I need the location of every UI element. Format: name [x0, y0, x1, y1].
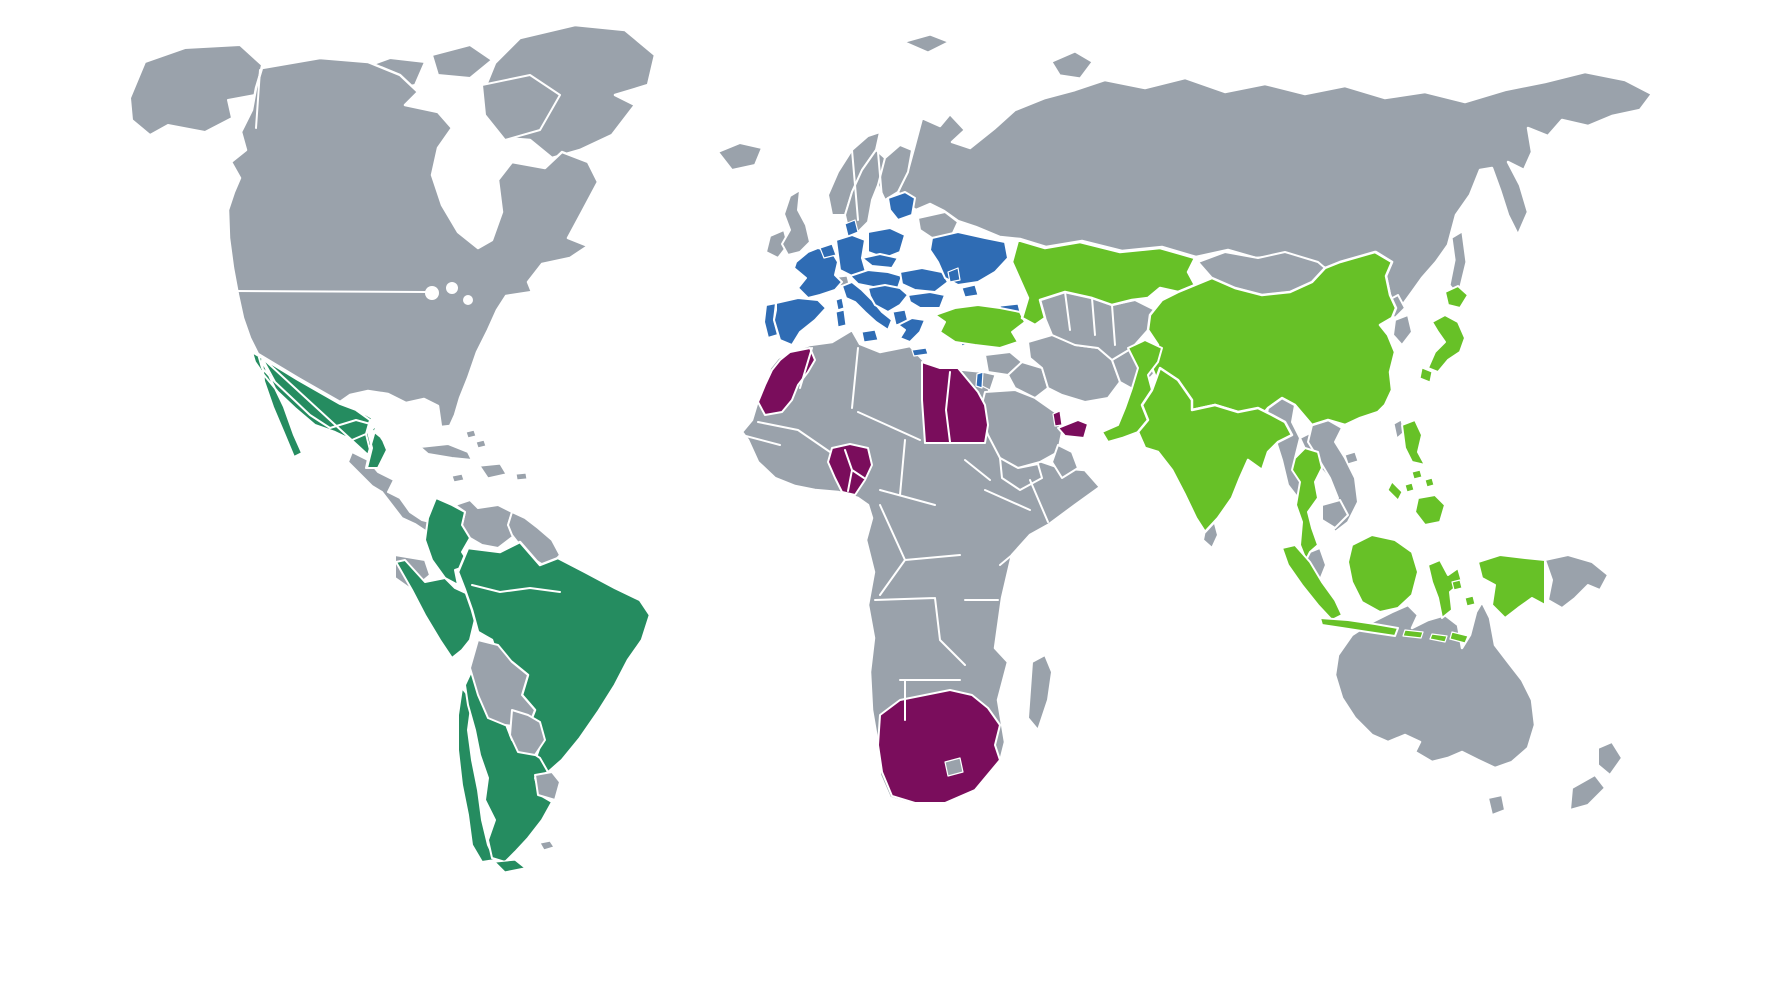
base-landmasses [129, 23, 1654, 851]
country-poland[interactable] [867, 227, 906, 259]
country-uae[interactable] [1057, 419, 1089, 439]
river-niger [844, 449, 865, 492]
country-jamaica [451, 473, 465, 483]
country-romania[interactable] [899, 267, 949, 293]
region-west-papua[interactable] [1477, 554, 1546, 619]
landmass-arctic-island-2 [431, 44, 493, 79]
country-alaska [129, 44, 263, 136]
island-sumatra[interactable] [1281, 544, 1343, 621]
country-israel[interactable] [975, 371, 984, 389]
country-new-zealand-south [1569, 774, 1606, 811]
island-tasmania [1487, 794, 1506, 816]
island-mindanao[interactable] [1414, 494, 1446, 526]
country-hispaniola [479, 463, 507, 479]
island-tierra-del-fuego[interactable] [494, 859, 526, 873]
country-oman [1051, 444, 1079, 479]
islands-lesser-sunda[interactable] [1402, 629, 1469, 644]
islands-visayas[interactable] [1404, 469, 1435, 493]
island-svalbard [904, 34, 949, 53]
landmass-baffin-island [481, 74, 561, 141]
map-detail-overlays [233, 69, 1116, 721]
country-new-zealand-north [1597, 741, 1623, 776]
region-balkans[interactable] [867, 284, 909, 313]
region-middle-east-africa [757, 347, 1089, 804]
country-uruguay [534, 771, 561, 801]
country-puerto-rico [515, 472, 528, 481]
country-chile[interactable] [457, 687, 496, 863]
country-morocco[interactable] [757, 347, 816, 416]
country-iceland [717, 142, 763, 171]
country-benelux[interactable] [819, 243, 837, 259]
country-austria-hungary[interactable] [849, 269, 903, 289]
islands-bahamas [465, 429, 487, 449]
country-thailand[interactable] [1291, 447, 1323, 561]
river-amazon [471, 584, 561, 593]
great-lake-superior [425, 286, 439, 300]
country-south-korea [1392, 314, 1413, 346]
border-alaska-canada [255, 69, 261, 129]
region-europe [763, 191, 1021, 389]
island-crete[interactable] [911, 347, 929, 357]
island-palawan[interactable] [1387, 481, 1403, 501]
country-madagascar [1027, 654, 1053, 731]
island-novaya-zemlya [1051, 51, 1093, 79]
landmass-russia [896, 70, 1654, 310]
island-hokkaido[interactable] [1444, 285, 1469, 309]
country-india[interactable] [1136, 366, 1294, 534]
country-finland [877, 144, 913, 201]
country-germany[interactable] [835, 234, 867, 277]
country-qatar[interactable] [1052, 410, 1063, 427]
borders-scandinavia [851, 149, 883, 221]
country-spain[interactable] [773, 297, 827, 346]
country-greece[interactable] [897, 317, 926, 343]
country-kazakhstan[interactable] [1010, 238, 1197, 327]
island-luzon[interactable] [1401, 419, 1426, 466]
river-nile [945, 371, 951, 443]
country-czechia-slovakia[interactable] [861, 253, 899, 269]
south-america-gray-enclaves [469, 639, 561, 801]
country-egypt[interactable] [921, 361, 989, 444]
region-latin-america [251, 351, 652, 873]
great-lake-huron [446, 282, 458, 294]
country-paraguay [509, 709, 546, 756]
island-hainan [1344, 451, 1359, 465]
country-papua-new-guinea [1544, 554, 1609, 609]
country-bulgaria[interactable] [907, 291, 946, 309]
country-nigeria[interactable] [827, 443, 873, 496]
island-honshu[interactable] [1427, 314, 1466, 373]
country-turkey[interactable] [934, 304, 1026, 349]
country-mexico[interactable] [251, 351, 389, 469]
country-cuba [419, 443, 473, 461]
country-south-africa[interactable] [877, 689, 1001, 804]
island-sicily[interactable] [861, 329, 879, 343]
country-peru[interactable] [395, 559, 477, 659]
island-borneo[interactable] [1347, 534, 1419, 613]
country-australia [1333, 600, 1537, 770]
island-sulawesi[interactable] [1427, 559, 1463, 619]
island-corsica[interactable] [835, 297, 845, 311]
border-us-canada [233, 290, 427, 293]
borders-africa [741, 347, 1049, 721]
country-lesotho [944, 757, 964, 777]
borders-central-asia [1064, 291, 1116, 346]
islands-falkland [539, 840, 555, 851]
region-baltics[interactable] [887, 191, 916, 221]
landmass-north-america [226, 56, 600, 429]
island-java[interactable] [1319, 617, 1399, 637]
country-brazil[interactable] [456, 540, 652, 777]
country-denmark[interactable] [844, 219, 859, 237]
island-sardinia[interactable] [835, 309, 847, 328]
country-italy[interactable] [841, 281, 893, 331]
islands-moluccas[interactable] [1451, 579, 1476, 607]
country-moldova[interactable] [947, 267, 961, 283]
region-crimea[interactable] [961, 284, 979, 298]
island-kyushu[interactable] [1419, 367, 1433, 383]
region-asia-pacific [934, 238, 1546, 644]
great-lake-erie [463, 295, 473, 305]
country-cambodia [1321, 499, 1349, 529]
country-united-kingdom [781, 189, 811, 256]
country-ireland [765, 229, 789, 259]
